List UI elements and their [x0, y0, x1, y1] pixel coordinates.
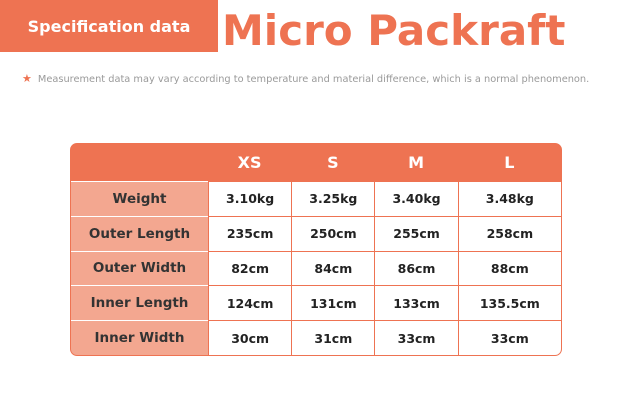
spec-badge: Specification data	[0, 0, 218, 52]
row-label-outer-width: Outer Width	[71, 250, 208, 286]
table-cell: 235cm	[208, 215, 292, 251]
table-cell: 33cm	[374, 320, 458, 355]
row-label-weight: Weight	[71, 181, 208, 216]
spec-table: XS S M L Weight 3.10kg 3.25kg 3.40kg 3.4…	[70, 143, 562, 356]
row-label-inner-length: Inner Length	[71, 285, 208, 321]
table-cell: 124cm	[208, 285, 292, 321]
row-label-outer-length: Outer Length	[71, 215, 208, 251]
table-cell: 3.40kg	[374, 181, 458, 216]
size-header-row: XS S M L	[71, 144, 561, 181]
table-cell: 133cm	[374, 285, 458, 321]
table-cell: 31cm	[291, 320, 375, 355]
table-cell: 84cm	[291, 250, 375, 286]
page-title: Micro Packraft	[222, 6, 566, 55]
table-cell: 258cm	[457, 215, 561, 251]
table-row-outer-length: Outer Length 235cm 250cm 255cm 258cm	[71, 215, 561, 251]
table-cell: 255cm	[374, 215, 458, 251]
table-row-weight: Weight 3.10kg 3.25kg 3.40kg 3.48kg	[71, 181, 561, 216]
table-cell: 30cm	[208, 320, 292, 355]
table-cell: 88cm	[457, 250, 561, 286]
table-cell: 3.25kg	[291, 181, 375, 216]
table-cell: 135.5cm	[457, 285, 561, 321]
star-icon: ★	[22, 72, 32, 85]
row-label-inner-width: Inner Width	[71, 320, 208, 355]
table-cell: 33cm	[457, 320, 561, 355]
table-cell: 250cm	[291, 215, 375, 251]
table-row-outer-width: Outer Width 82cm 84cm 86cm 88cm	[71, 250, 561, 286]
table-cell: 82cm	[208, 250, 292, 286]
table-cell: 131cm	[291, 285, 375, 321]
size-header-l: L	[457, 144, 561, 181]
measurement-note: ★ Measurement data may vary according to …	[22, 72, 612, 85]
size-header-s: S	[291, 144, 375, 181]
size-header-m: M	[374, 144, 458, 181]
table-cell: 3.10kg	[208, 181, 292, 216]
table-cell: 3.48kg	[457, 181, 561, 216]
measurement-note-text: Measurement data may vary according to t…	[37, 74, 590, 85]
corner-cell	[71, 144, 208, 181]
spec-badge-label: Specification data	[27, 16, 191, 36]
size-header-xs: XS	[208, 144, 292, 181]
table-row-inner-width: Inner Width 30cm 31cm 33cm 33cm	[71, 320, 561, 355]
table-cell: 86cm	[374, 250, 458, 286]
table-row-inner-length: Inner Length 124cm 131cm 133cm 135.5cm	[71, 285, 561, 321]
